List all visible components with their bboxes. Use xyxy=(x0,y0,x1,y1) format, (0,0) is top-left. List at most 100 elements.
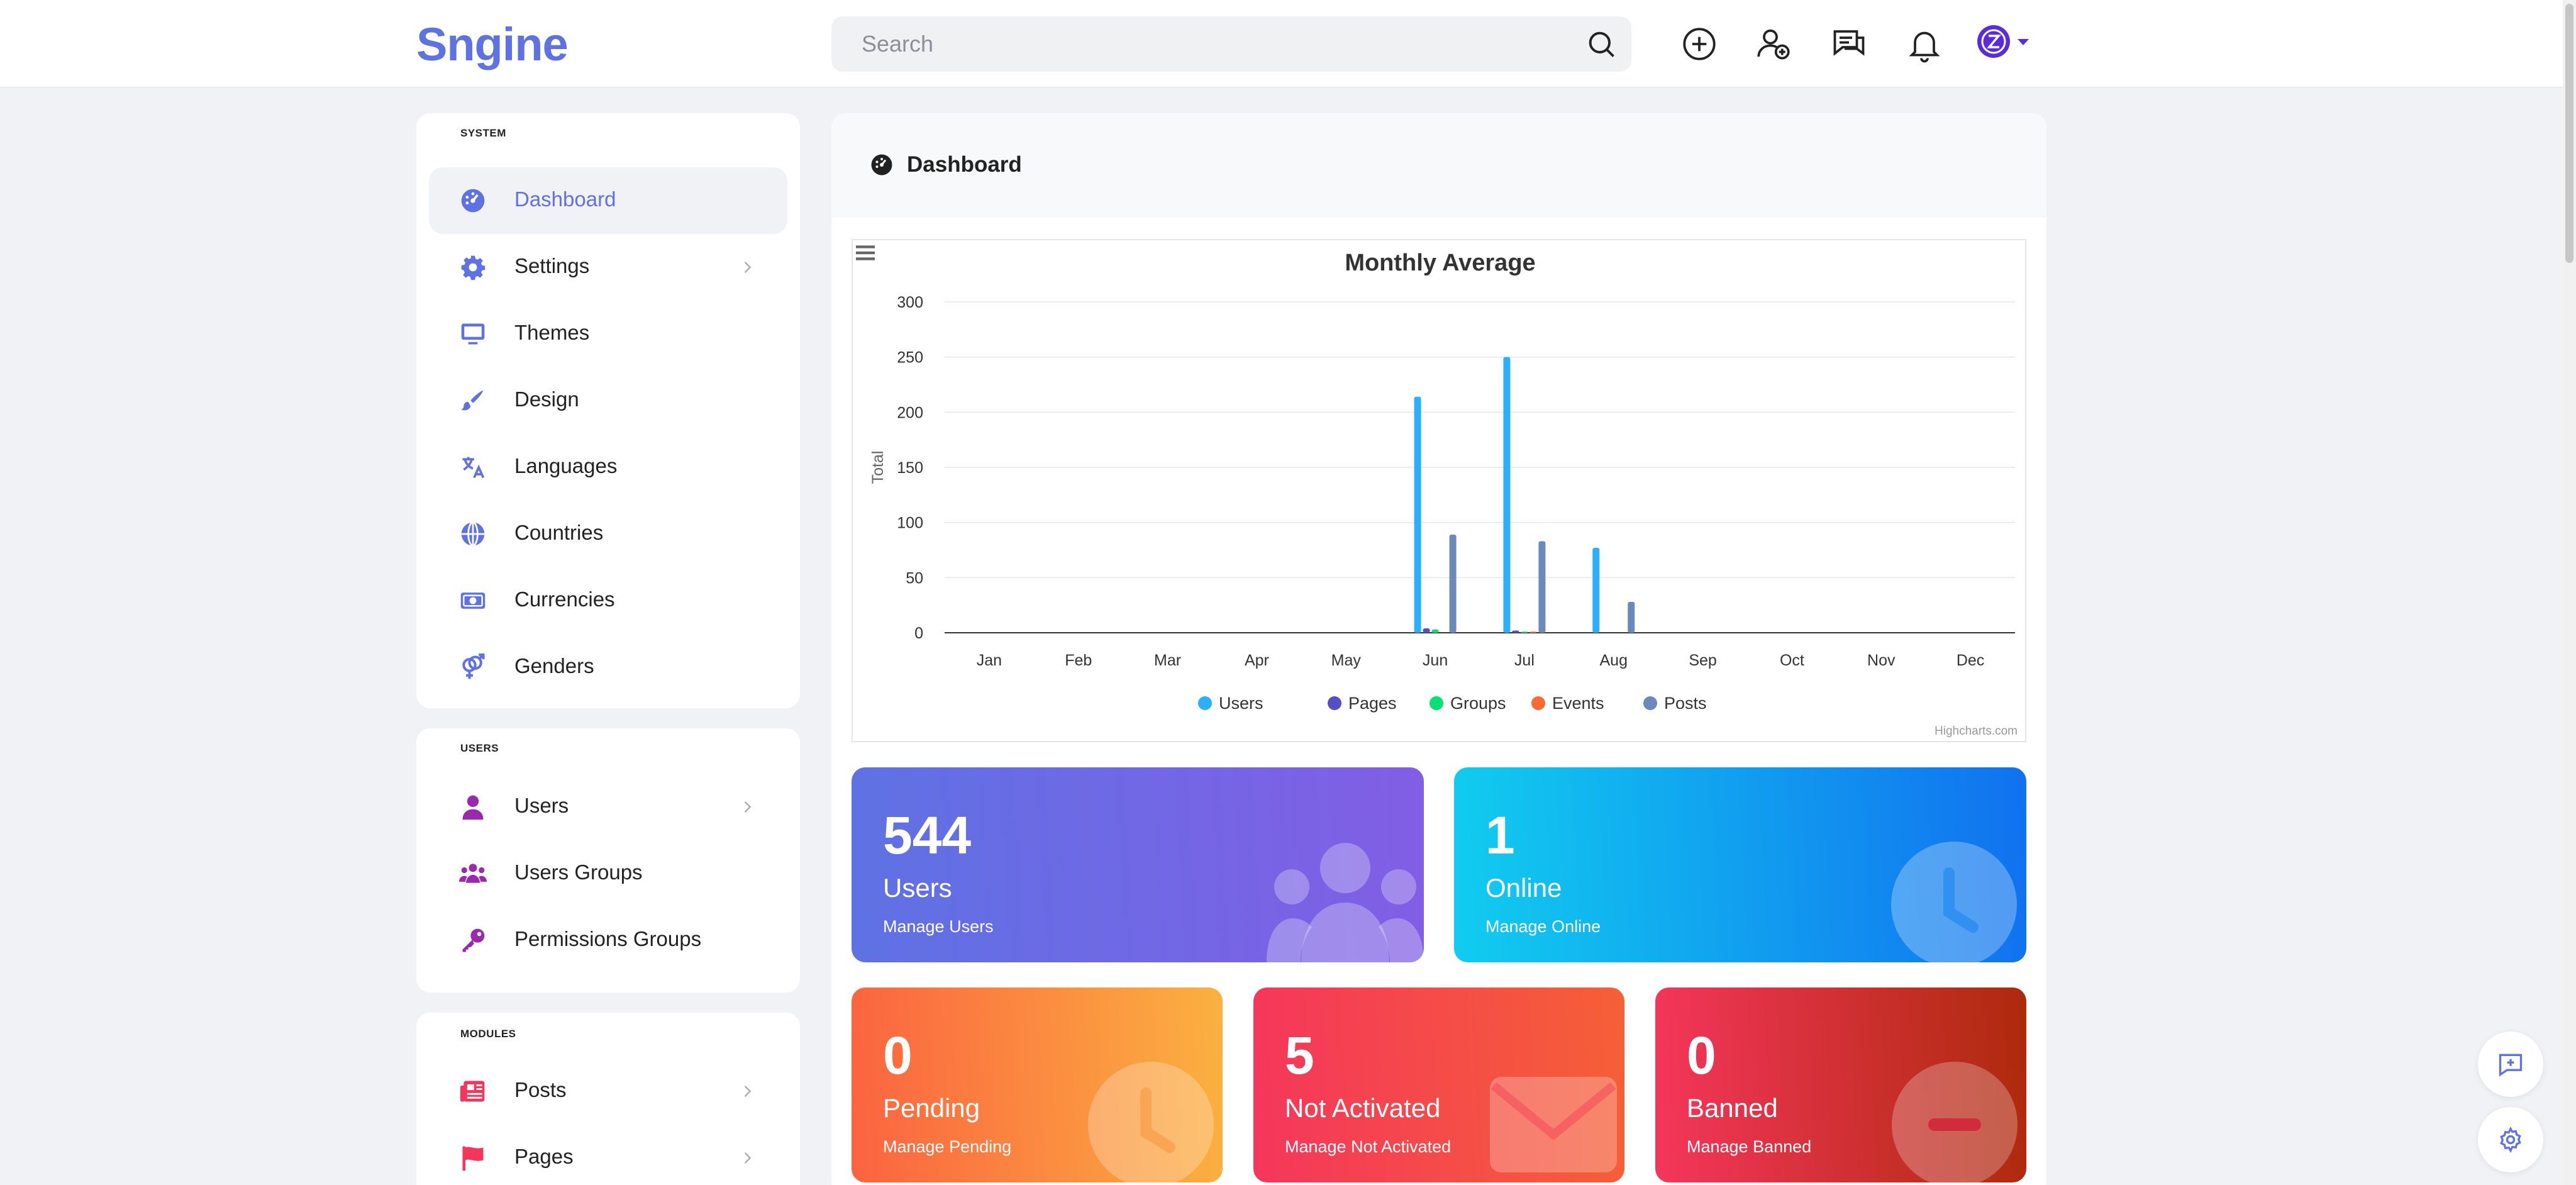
chevron-right-icon xyxy=(744,1086,752,1097)
page-scrollbar[interactable] xyxy=(2563,0,2576,1185)
legend-marker-pages xyxy=(1328,696,1341,710)
stat-card-not-activated[interactable]: 5 Not Activated Manage Not Activated xyxy=(1253,988,1624,1182)
avatar[interactable] xyxy=(1977,25,2010,58)
sidebar-item-genders[interactable]: Genders xyxy=(429,634,787,701)
stat-label: Not Activated xyxy=(1285,1093,1441,1123)
chevron-down-icon[interactable] xyxy=(2018,39,2029,45)
sidebar-item-languages[interactable]: Languages xyxy=(429,434,787,501)
y-tick-label: 300 xyxy=(897,294,923,311)
scrollbar-thumb[interactable] xyxy=(2565,4,2573,263)
bar-groups-jul xyxy=(1521,631,1528,633)
section-title-modules: MODULES xyxy=(460,1028,516,1040)
chart-svg: Monthly Average 0 50 100 150 200 250 300 Total Ja… xyxy=(869,250,2018,738)
sidebar-item-pages[interactable]: Pages xyxy=(429,1125,787,1185)
ban-icon xyxy=(1892,1062,2018,1182)
stat-value: 0 xyxy=(1687,1026,1716,1085)
y-axis-label: Total xyxy=(869,451,887,484)
globe-icon xyxy=(461,521,485,547)
settings-float-button[interactable] xyxy=(2478,1107,2543,1172)
sidebar-item-dashboard[interactable]: Dashboard xyxy=(429,167,787,234)
bar-users-aug xyxy=(1592,547,1600,633)
sidebar-item-users-groups[interactable]: Users Groups xyxy=(429,840,787,907)
stat-card-banned[interactable]: 0 Banned Manage Banned xyxy=(1655,988,2026,1182)
x-tick-label: Aug xyxy=(1600,652,1628,669)
money-icon xyxy=(460,592,486,609)
sidebar-item-design[interactable]: Design xyxy=(429,367,787,434)
manage-pending-link[interactable]: Manage Pending xyxy=(883,1137,1012,1156)
sidebar-item-label: Pages xyxy=(514,1145,574,1168)
user-icon xyxy=(462,795,484,820)
paintbrush-icon xyxy=(461,390,484,411)
stat-value: 0 xyxy=(883,1026,913,1085)
messages-icon[interactable] xyxy=(1830,25,1868,63)
sidebar-item-label: Dashboard xyxy=(514,187,616,211)
add-icon[interactable] xyxy=(1680,25,1718,63)
logo[interactable]: Sngine xyxy=(416,18,569,70)
page-title: Dashboard xyxy=(907,152,1022,177)
envelope-icon xyxy=(1490,1077,1617,1172)
bar-pages-jun xyxy=(1423,628,1430,633)
search-input[interactable] xyxy=(831,16,1574,72)
y-tick-label: 50 xyxy=(906,569,923,587)
sidebar-item-currencies[interactable]: Currencies xyxy=(429,567,787,634)
legend-label-groups: Groups xyxy=(1450,694,1506,713)
newspaper-icon xyxy=(460,1081,485,1102)
sidebar-item-settings[interactable]: Settings xyxy=(429,234,787,301)
manage-users-link[interactable]: Manage Users xyxy=(883,917,994,936)
y-tick-label: 200 xyxy=(897,404,923,421)
stat-label: Banned xyxy=(1687,1093,1778,1123)
dashboard-icon xyxy=(461,189,485,213)
sidebar-item-label: Languages xyxy=(514,454,618,477)
bar-pages-jul xyxy=(1512,630,1519,633)
sidebar-item-label: Posts xyxy=(514,1078,567,1101)
manage-banned-link[interactable]: Manage Banned xyxy=(1687,1137,1812,1156)
add-friend-icon[interactable] xyxy=(1755,25,1792,63)
chat-float-button[interactable] xyxy=(2478,1032,2543,1097)
translate-icon xyxy=(462,457,485,479)
stat-label: Online xyxy=(1485,873,1562,903)
sidebar-item-posts[interactable]: Posts xyxy=(429,1058,787,1125)
x-tick-label: Jan xyxy=(977,652,1002,669)
x-tick-label: Jul xyxy=(1514,652,1535,669)
chart-menu-icon[interactable] xyxy=(853,240,878,265)
x-tick-label: Oct xyxy=(1780,652,1804,669)
flag-icon xyxy=(462,1146,484,1171)
sidebar-users-card: USERS Users Users Groups Permissions Gro… xyxy=(416,728,800,993)
stat-card-online[interactable]: 1 Online Manage Online xyxy=(1454,767,2026,962)
stat-card-pending[interactable]: 0 Pending Manage Pending xyxy=(852,988,1223,1182)
stat-label: Pending xyxy=(883,1093,980,1123)
legend-label-posts: Posts xyxy=(1664,694,1707,713)
sidebar-item-permissions-groups[interactable]: Permissions Groups xyxy=(429,907,787,974)
x-tick-label: Sep xyxy=(1689,652,1716,669)
bell-icon[interactable] xyxy=(1906,25,1943,63)
search-icon[interactable] xyxy=(1585,28,1618,60)
manage-online-link[interactable]: Manage Online xyxy=(1485,917,1601,936)
sidebar-item-users[interactable]: Users xyxy=(429,774,787,840)
chevron-right-icon xyxy=(744,801,752,813)
legend-marker-groups xyxy=(1430,696,1443,710)
main-header: Dashboard xyxy=(831,113,2046,218)
sidebar-item-label: Genders xyxy=(514,654,594,677)
manage-not-activated-link[interactable]: Manage Not Activated xyxy=(1285,1137,1452,1156)
stat-card-users[interactable]: 544 Users Manage Users xyxy=(852,767,1424,962)
sidebar-system-card: SYSTEM Dashboard Settings Themes Design … xyxy=(416,113,800,708)
sidebar-item-themes[interactable]: Themes xyxy=(429,301,787,367)
chevron-right-icon xyxy=(744,262,752,273)
section-title-users: USERS xyxy=(460,742,499,754)
x-tick-label: Feb xyxy=(1065,652,1092,669)
sidebar-modules-card: MODULES Posts Pages xyxy=(416,1013,800,1185)
avatar-z-icon xyxy=(1981,29,2006,54)
x-tick-label: Apr xyxy=(1245,652,1269,669)
bar-groups-jun xyxy=(1431,629,1439,633)
gender-icon xyxy=(462,654,485,679)
x-tick-label: Nov xyxy=(1867,652,1896,669)
search-box xyxy=(831,16,1631,72)
sidebar-item-countries[interactable]: Countries xyxy=(429,501,787,567)
y-tick-label: 100 xyxy=(897,515,923,532)
key-icon xyxy=(462,928,485,952)
legend-label-users: Users xyxy=(1219,694,1263,713)
dashboard-icon xyxy=(871,154,892,175)
bar-posts-aug xyxy=(1628,601,1635,633)
legend-label-events: Events xyxy=(1552,694,1604,713)
bar-posts-jun xyxy=(1449,534,1457,633)
